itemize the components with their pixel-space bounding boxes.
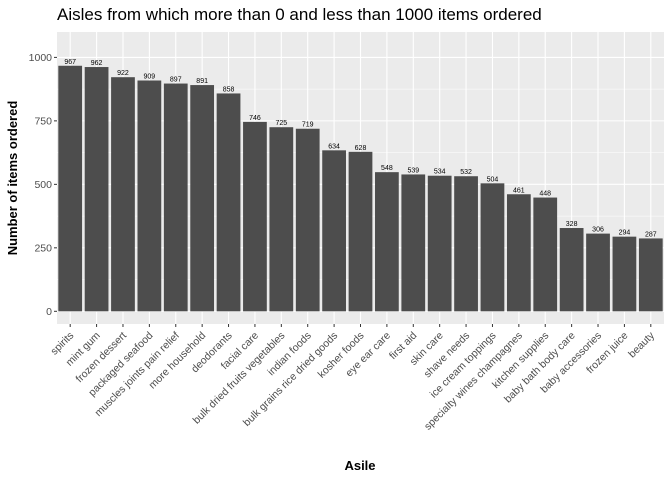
bar-value-label: 504 (487, 176, 499, 183)
bar (480, 183, 505, 312)
bar-value-label: 306 (592, 227, 604, 234)
bar (295, 128, 320, 312)
bar (163, 83, 188, 312)
y-tick-label: 750 (34, 115, 52, 127)
x-axis-title: Asile (344, 458, 375, 473)
bar-value-label: 548 (381, 165, 393, 172)
bar (559, 228, 584, 312)
bar-value-label: 461 (513, 187, 525, 194)
y-tick-label: 500 (34, 179, 52, 191)
bar-value-label: 922 (117, 70, 129, 77)
bar (586, 233, 610, 312)
bar-value-label: 897 (170, 77, 182, 84)
bar-value-label: 294 (619, 230, 631, 237)
bar-value-label: 746 (249, 115, 261, 122)
bar-value-label: 628 (355, 145, 367, 152)
y-axis: 0 250 500 750 1000 (29, 52, 57, 318)
y-tick-label: 250 (34, 242, 52, 254)
bar (84, 67, 109, 312)
bar (427, 175, 452, 312)
bar (322, 150, 346, 312)
bar (612, 236, 637, 312)
bar-value-label: 539 (407, 167, 419, 174)
bar (243, 121, 267, 312)
bar-value-label: 634 (328, 143, 340, 150)
bar (375, 172, 399, 312)
bar (348, 151, 373, 312)
bar-value-label: 909 (144, 73, 156, 80)
chart-title: Aisles from which more than 0 and less t… (57, 5, 542, 24)
y-tick-label: 0 (46, 306, 52, 318)
y-axis-title: Number of items ordered (5, 101, 20, 256)
bar-value-labels: 967 962 922 909 897 891 858 746 725 719 634 628 548 5… (64, 59, 656, 239)
bar-value-label: 858 (223, 86, 235, 93)
bar-value-label: 967 (64, 59, 76, 66)
bar (454, 176, 478, 312)
bar (533, 197, 558, 312)
bar (190, 85, 215, 312)
bars (58, 65, 663, 312)
bar (58, 65, 83, 312)
bar (216, 93, 241, 312)
bar (137, 80, 162, 312)
bar-value-label: 725 (275, 120, 287, 127)
x-tick-label: beauty (626, 329, 657, 360)
bar-value-label: 891 (196, 78, 208, 85)
bar-value-label: 448 (539, 191, 551, 198)
bar-value-label: 328 (566, 221, 578, 228)
bar-value-label: 287 (645, 231, 657, 238)
y-tick-label: 1000 (29, 52, 53, 64)
bar (506, 194, 531, 312)
bar (269, 127, 294, 312)
bar-value-label: 962 (91, 60, 103, 67)
bar (401, 174, 426, 312)
bar (111, 77, 135, 312)
bar (638, 238, 663, 312)
bar-value-label: 534 (434, 169, 446, 176)
bar-value-label: 719 (302, 122, 314, 129)
bar-value-label: 532 (460, 169, 472, 176)
